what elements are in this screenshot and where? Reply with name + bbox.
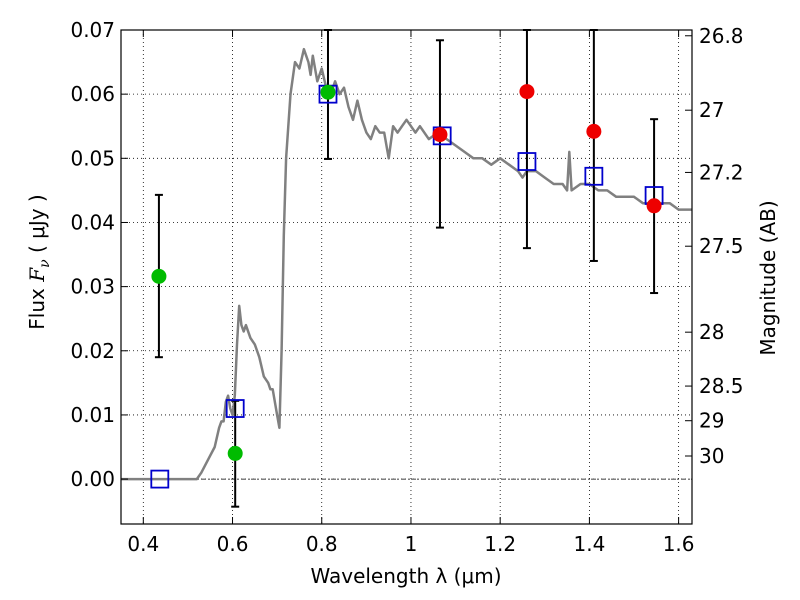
- y-tick-label: 0.00: [70, 467, 115, 491]
- y-tick-label: 0.05: [70, 146, 115, 170]
- figure-background: [0, 0, 800, 600]
- y-tick-label: 0.04: [70, 210, 115, 234]
- y-tick-label: 0.01: [70, 403, 115, 427]
- y-axis-label-symbol: F: [25, 267, 49, 283]
- x-tick-label: 0.8: [306, 532, 338, 556]
- nir-detection-point: [432, 127, 447, 142]
- x-tick-label: 1.2: [484, 532, 516, 556]
- y2-axis-label: Magnitude (AB): [756, 200, 780, 355]
- y-tick-label: 0.06: [70, 82, 115, 106]
- y-axis-label-prefix: Flux: [25, 282, 49, 330]
- y2-tick-label: 29: [699, 409, 724, 433]
- y-axis-label-suffix: ( μJy ): [25, 194, 49, 259]
- y-tick-label: 0.02: [70, 339, 115, 363]
- y2-tick-label: 27.5: [699, 234, 744, 258]
- x-tick-label: 1: [405, 532, 418, 556]
- x-tick-label: 1.6: [663, 532, 695, 556]
- y-tick-label: 0.03: [70, 275, 115, 299]
- x-tick-label: 0.4: [127, 532, 159, 556]
- y2-tick-label: 28: [699, 320, 724, 344]
- y2-tick-label: 28.5: [699, 374, 744, 398]
- nir-detection-point: [586, 124, 601, 139]
- nir-detection-point: [519, 84, 534, 99]
- nir-detection-point: [647, 198, 662, 213]
- y2-tick-label: 27.2: [699, 160, 744, 184]
- y-tick-label: 0.07: [70, 18, 115, 42]
- x-axis-label: Wavelength λ (μm): [310, 564, 501, 588]
- hst-detection-point: [320, 85, 335, 100]
- y2-tick-label: 30: [699, 444, 724, 468]
- y2-tick-label: 26.8: [699, 24, 744, 48]
- sed-chart: 0.4 0.6 0.8 1 1.2 1.4 1.6 0.00 0.01 0.02 0.03 0.04 0…: [0, 0, 800, 600]
- y2-tick-label: 27: [699, 98, 724, 122]
- hst-detection-point: [228, 446, 243, 461]
- x-tick-label: 1.4: [573, 532, 605, 556]
- x-tick-label: 0.6: [217, 532, 249, 556]
- hst-detection-point: [151, 269, 166, 284]
